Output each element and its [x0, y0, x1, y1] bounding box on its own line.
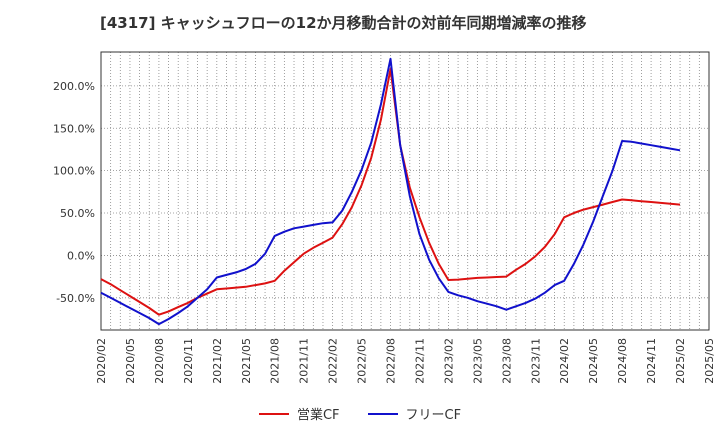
x-tick-label: 2022/11: [413, 338, 426, 384]
x-tick-label: 2022/05: [356, 338, 369, 384]
y-tick-label: 0.0%: [67, 249, 95, 262]
legend-label-free-cf: フリーCF: [405, 408, 462, 423]
x-tick-label: 2025/05: [703, 338, 716, 384]
legend-item-operating-cf: 営業CF: [258, 404, 340, 423]
legend-swatch-free-cf: [367, 412, 398, 415]
legend: 営業CF フリーCF: [0, 404, 720, 423]
axes: -50.0% 0.0% 50.0% 100.0% 150.0% 200.0% 2020/02…: [53, 51, 716, 384]
x-tick-label: 2024/05: [587, 338, 600, 384]
chart-title: [4317] キャッシュフローの12か月移動合計の対前年同期増減率の推移: [100, 14, 587, 32]
x-tick-label: 2022/08: [385, 338, 398, 384]
y-tick-label: 150.0%: [53, 122, 95, 135]
plot-frame: [100, 51, 710, 331]
x-tick-label: 2023/02: [442, 338, 455, 384]
x-tick-label: 2025/02: [674, 338, 687, 384]
x-tick-label: 2021/02: [211, 338, 224, 384]
x-tick-label: 2020/11: [182, 338, 195, 384]
x-tick-label: 2021/08: [269, 338, 282, 384]
x-tick-label: 2021/05: [240, 338, 253, 384]
y-tick-label: -50.0%: [56, 292, 95, 305]
x-tick-label: 2020/05: [124, 338, 137, 384]
x-tick-label: 2024/02: [558, 338, 571, 384]
x-tick-label: 2022/02: [327, 338, 340, 384]
series-layer: [100, 57, 681, 326]
legend-swatch-operating-cf: [258, 412, 289, 415]
y-tick-label: 200.0%: [53, 80, 95, 93]
grid: [100, 52, 710, 330]
x-tick-label: 2023/11: [529, 338, 542, 384]
legend-item-free-cf: フリーCF: [367, 404, 462, 423]
x-tick-label: 2024/11: [645, 338, 658, 384]
y-tick-label: 50.0%: [60, 207, 95, 220]
series-line-free-cf: [100, 57, 681, 326]
x-tick-label: 2021/11: [298, 338, 311, 384]
x-tick-label: 2020/08: [153, 338, 166, 384]
x-tick-label: 2024/08: [616, 338, 629, 384]
y-tick-label: 100.0%: [53, 165, 95, 178]
x-tick-label: 2020/02: [95, 338, 108, 384]
x-tick-label: 2023/05: [471, 338, 484, 384]
legend-label-operating-cf: 営業CF: [296, 408, 340, 423]
x-tick-label: 2023/08: [500, 338, 513, 384]
